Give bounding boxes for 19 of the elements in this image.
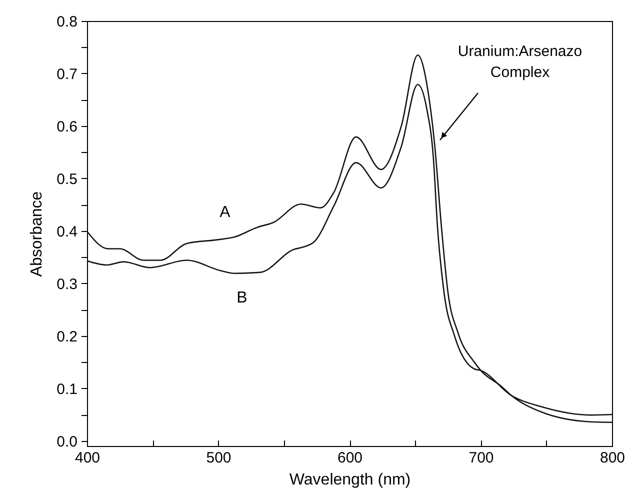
x-tick-label: 800 (600, 450, 626, 466)
x-tick-label: 400 (74, 450, 100, 466)
y-tick-label: 0.0 (56, 433, 78, 450)
y-tick-label: 0.4 (56, 223, 78, 240)
series-label: A (220, 204, 231, 221)
annotation: Uranium:Arsenazo Complex (458, 43, 582, 81)
y-tick-label: 0.5 (56, 170, 78, 188)
y-tick-label: 0.3 (56, 276, 78, 293)
y-tick-label: 0.1 (56, 380, 78, 398)
x-tick-label: 600 (337, 450, 363, 466)
y-tick-label: 0.2 (56, 328, 78, 346)
y-tick-label: 0.8 (56, 14, 78, 30)
series-label: B (236, 289, 248, 306)
x-tick-label: 700 (468, 450, 494, 466)
x-tick-label: 500 (206, 450, 232, 466)
y-axis-title: Absorbance (28, 191, 46, 277)
x-axis-title: Wavelength (nm) (289, 472, 411, 488)
y-tick-label: 0.6 (56, 118, 78, 136)
y-tick-label: 0.7 (56, 66, 78, 83)
